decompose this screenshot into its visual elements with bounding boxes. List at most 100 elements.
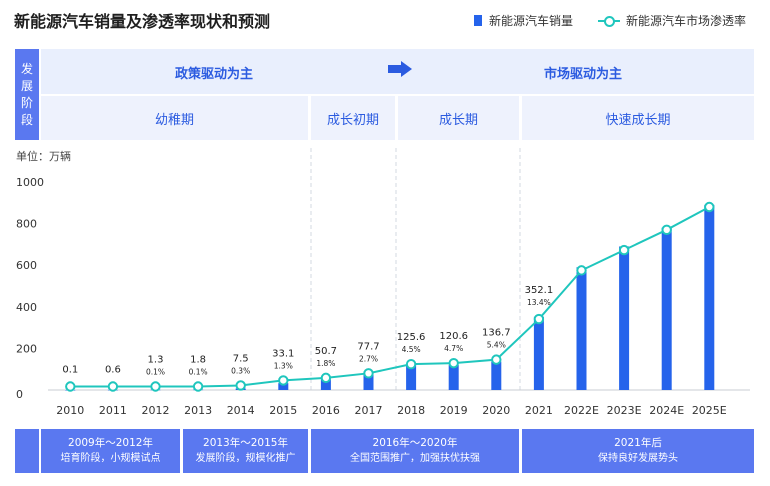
legend-line-swatch bbox=[598, 15, 620, 27]
x-tick-label: 2020 bbox=[482, 404, 510, 417]
rate-point bbox=[107, 381, 119, 392]
footer-period: 2013年～2015年 bbox=[203, 437, 288, 449]
rate-point bbox=[65, 381, 76, 392]
x-tick-label: 2013 bbox=[184, 404, 212, 417]
bar bbox=[619, 246, 630, 390]
policy-row: 政策驱动为主 市场驱动为主 bbox=[41, 49, 754, 94]
value-label: 136.7 bbox=[482, 328, 511, 339]
rate-label: 13.4% bbox=[527, 298, 551, 307]
footer-cell: 2013年～2015年 发展阶段，规模化推广 bbox=[183, 429, 308, 473]
footer-desc: 全国范围推广，加强扶优扶强 bbox=[350, 453, 480, 464]
x-tick-label: 2016 bbox=[312, 404, 340, 417]
x-tick-label: 2012 bbox=[142, 404, 170, 417]
x-tick-label: 2019 bbox=[440, 404, 468, 417]
footer-desc: 保持良好发展势头 bbox=[598, 453, 678, 464]
rate-label: 1.3% bbox=[274, 361, 293, 370]
value-label: 7.5 bbox=[233, 353, 249, 364]
value-label: 0.6 bbox=[105, 364, 121, 375]
legend-line-label: 新能源汽车市场渗透率 bbox=[626, 14, 747, 28]
rate-point bbox=[235, 380, 246, 391]
footer-cell: 2021年后 保持良好发展势头 bbox=[522, 429, 754, 473]
rate-label: 0.1% bbox=[189, 367, 208, 376]
bar bbox=[491, 361, 502, 390]
x-tick-label: 2022E bbox=[564, 404, 599, 417]
y-tick-label: 400 bbox=[16, 301, 37, 314]
rate-point bbox=[576, 265, 587, 276]
x-tick-label: 2021 bbox=[525, 404, 553, 417]
legend-bar-label: 新能源汽车销量 bbox=[489, 14, 574, 28]
rate-label: 4.7% bbox=[444, 344, 463, 353]
footer-period: 2016年～2020年 bbox=[372, 437, 458, 449]
bar bbox=[320, 379, 331, 390]
x-tick-label: 2024E bbox=[649, 404, 684, 417]
rate-point bbox=[661, 224, 672, 236]
value-label: 125.6 bbox=[397, 332, 426, 343]
policy-right-label: 市场驱动为主 bbox=[544, 67, 623, 82]
x-tick-label: 2025E bbox=[692, 404, 727, 417]
rate-point bbox=[363, 368, 374, 379]
rate-label: 0.1% bbox=[146, 367, 165, 376]
rate-label: 1.8% bbox=[316, 359, 335, 368]
phase-cell: 快速成长期 bbox=[522, 96, 754, 140]
stage-char: 阶 bbox=[20, 95, 33, 110]
value-label: 1.3 bbox=[148, 354, 164, 365]
footer-desc: 发展阶段，规模化推广 bbox=[195, 453, 296, 464]
rate-point bbox=[448, 357, 459, 369]
bar bbox=[448, 364, 459, 390]
x-tick-label: 2017 bbox=[355, 404, 383, 417]
stage-char: 段 bbox=[20, 112, 33, 127]
legend-bar: 新能源汽车销量 bbox=[474, 12, 573, 29]
x-tick-label: 2010 bbox=[56, 404, 84, 417]
rate-point bbox=[192, 381, 204, 392]
unit-label: 单位：万辆 bbox=[16, 150, 71, 163]
x-tick-label: 2015 bbox=[269, 404, 297, 417]
rate-label: 2.7% bbox=[359, 354, 378, 363]
rate-point bbox=[533, 313, 545, 325]
phase-cell: 成长初期 bbox=[311, 96, 395, 140]
footer-cell: 2016年～2020年 全国范围推广，加强扶优扶强 bbox=[311, 429, 519, 473]
footer-cell: 2009年～2012年 培育阶段，小规模试点 bbox=[41, 429, 180, 473]
rate-point bbox=[704, 201, 715, 213]
phase-cell: 成长期 bbox=[398, 96, 519, 140]
footer-period: 2021年后 bbox=[614, 437, 662, 449]
value-label: 120.6 bbox=[439, 331, 468, 342]
y-tick-label: 0 bbox=[16, 388, 23, 401]
bar bbox=[704, 204, 715, 390]
value-label: 33.1 bbox=[272, 348, 294, 359]
arrow-right-icon bbox=[388, 61, 412, 77]
rate-line bbox=[70, 206, 710, 388]
value-label: 352.1 bbox=[525, 285, 554, 296]
stage-char: 发 bbox=[20, 61, 33, 76]
rate-point bbox=[150, 381, 161, 392]
x-tick-label: 2014 bbox=[227, 404, 255, 417]
rate-label: 0.3% bbox=[231, 366, 250, 375]
bar bbox=[406, 363, 417, 390]
bar bbox=[278, 383, 289, 390]
value-label: 0.1 bbox=[62, 364, 78, 375]
bar bbox=[533, 316, 544, 390]
rate-label: 5.4% bbox=[487, 341, 506, 350]
y-tick-label: 1000 bbox=[16, 176, 44, 189]
x-tick-label: 2023E bbox=[607, 404, 642, 417]
x-tick-label: 2011 bbox=[99, 404, 127, 417]
rate-point bbox=[278, 375, 289, 386]
stage-char: 展 bbox=[20, 78, 33, 93]
rate-point bbox=[491, 354, 502, 365]
y-tick-label: 800 bbox=[16, 218, 37, 231]
footer-side bbox=[15, 429, 39, 473]
footer-period: 2009年～2012年 bbox=[68, 437, 153, 449]
bar bbox=[576, 267, 587, 390]
rate-point bbox=[320, 372, 332, 384]
chart-title: 新能源汽车销量及渗透率现状和预测 bbox=[14, 12, 271, 31]
rate-label: 4.5% bbox=[402, 345, 421, 354]
legend-bar-swatch bbox=[474, 15, 482, 26]
value-label: 1.8 bbox=[190, 354, 206, 365]
legend-line: 新能源汽车市场渗透率 bbox=[598, 12, 746, 29]
policy-left-label: 政策驱动为主 bbox=[175, 67, 254, 82]
value-label: 50.7 bbox=[315, 346, 337, 357]
value-label: 77.7 bbox=[357, 341, 379, 352]
y-tick-label: 600 bbox=[16, 259, 37, 272]
x-tick-label: 2018 bbox=[397, 404, 425, 417]
bar bbox=[363, 373, 374, 390]
